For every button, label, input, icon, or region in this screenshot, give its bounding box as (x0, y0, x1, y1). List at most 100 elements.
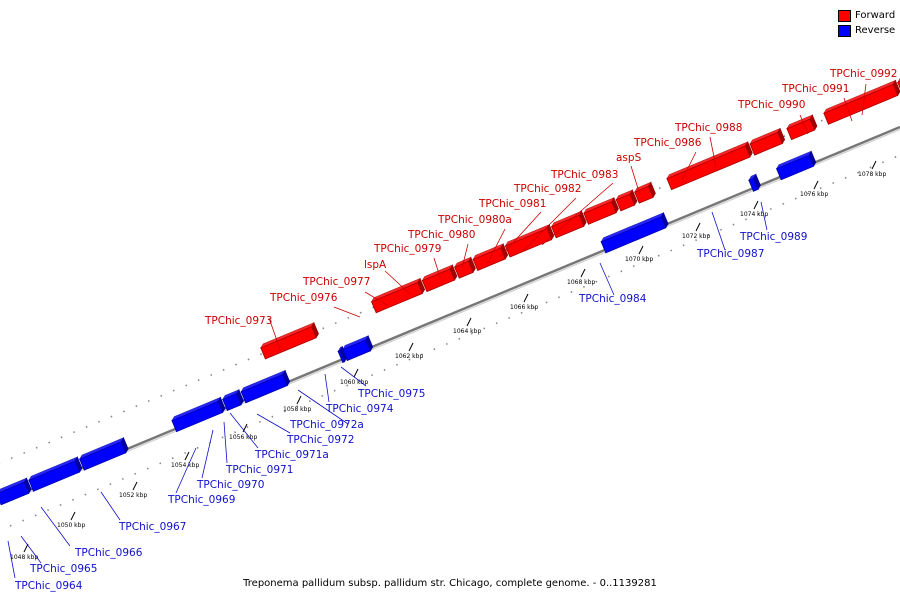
forward-gene-bar-end (745, 141, 753, 158)
gene-leader-tpchic-0988 (709, 136, 717, 168)
genome-axis-shadow (0, 128, 900, 506)
axis-tick-label: 1058 kbp (283, 406, 311, 413)
gene-leader-tpchic-0972a (297, 389, 349, 425)
gene-label-tpchic-0976: TPChic_0976 (269, 292, 338, 304)
gene-leader-tpchic-0975 (340, 366, 367, 387)
gene-label-tpchic-0990: TPChic_0990 (737, 99, 805, 111)
forward-guide-rail (0, 93, 887, 464)
forward-gene-bar (666, 145, 751, 191)
gene-label-tpchic-0971a: TPChic_0971a (254, 449, 329, 461)
reverse-gene-bar-end (339, 345, 348, 363)
gene-leader-tpchic-0965 (20, 535, 42, 564)
axis-tick-label: 1048 kbp (10, 554, 38, 561)
gene-leader-tpchic-0980 (461, 243, 469, 269)
gene-leader-tpchic-0977 (364, 291, 388, 306)
gene-label-tpchic-0984: TPChic_0984 (578, 293, 647, 305)
gene-label-tpchic-0989: TPChic_0989 (739, 231, 807, 243)
axis-tick (408, 342, 414, 352)
axis-tick-label: 1064 kbp (453, 328, 481, 335)
gene-label-tpchic-0977: TPChic_0977 (302, 276, 370, 288)
axis-tick (23, 543, 29, 553)
axis-tick-label: 1060 kbp (340, 379, 368, 386)
forward-gene-bar-end (892, 79, 900, 97)
genome-axis-line (0, 125, 900, 504)
axis-tick (296, 395, 302, 405)
gene-label-tpchic-0982: TPChic_0982 (513, 183, 581, 195)
axis-tick (523, 293, 529, 303)
gene-label-tpchic-0987: TPChic_0987 (696, 248, 764, 260)
forward-gene-bar-end (417, 277, 426, 295)
gene-leader-tpchic-0987 (711, 211, 726, 251)
gene-label-tpchic-0988: TPChic_0988 (674, 122, 742, 134)
gene-leader-tpchic-0981 (499, 211, 542, 258)
gene-label-tpchic-0979: TPChic_0979 (373, 243, 441, 255)
gene-label-asps: aspS (616, 152, 642, 164)
axis-tick (580, 268, 586, 278)
axis-tick-label: 1062 kbp (395, 353, 423, 360)
forward-gene-bar-end (611, 197, 619, 214)
gene-label-tpchic-0992: TPChic_0992 (829, 68, 897, 80)
axis-tick-label: 1052 kbp (119, 492, 147, 499)
gene-label-tpchic-0971: TPChic_0971 (225, 464, 293, 476)
axis-tick (466, 317, 472, 327)
axis-tick-label: 1056 kbp (229, 434, 257, 441)
forward-gene-bar-end (500, 243, 509, 260)
gene-leader-tpchic-0991 (843, 97, 853, 122)
gene-label-tpchic-0991: TPChic_0991 (781, 83, 849, 95)
axis-tick (638, 245, 644, 255)
gene-label-tpchic-0972: TPChic_0972 (286, 434, 354, 446)
gene-label-tpchic-0967: TPChic_0967 (118, 521, 186, 533)
gene-leader-asps (630, 165, 641, 196)
gene-label-tpchic-0980a: TPChic_0980a (437, 214, 512, 226)
gene-label-tpchic-0974: TPChic_0974 (325, 403, 394, 415)
gene-label-lspa: lspA (364, 259, 387, 271)
forward-gene-bar (897, 81, 900, 90)
gene-leader-tpchic-0971a (229, 412, 259, 449)
reverse-gene-bar-end (217, 396, 226, 414)
gene-label-tpchic-0966: TPChic_0966 (74, 547, 143, 559)
gene-leader-tpchic-0964 (7, 540, 16, 579)
gene-label-tpchic-0969: TPChic_0969 (167, 494, 235, 506)
gene-leader-tpchic-0980a (486, 228, 506, 265)
axis-tick (753, 200, 759, 210)
axis-tick-label: 1068 kbp (567, 279, 595, 286)
gene-leader-tpchic-0982 (521, 197, 577, 253)
reverse-guide-rail (9, 154, 900, 527)
reverse-gene-bar-end (236, 389, 244, 406)
gene-leader-tpchic-0984 (599, 262, 615, 296)
gene-leader-tpchic-0979 (433, 257, 441, 278)
legend-reverse-label: Reverse (855, 25, 896, 36)
axis-tick (184, 451, 190, 461)
gene-label-tpchic-0986: TPChic_0986 (633, 137, 702, 149)
reverse-gene-bar-end (808, 150, 817, 167)
axis-tick-label: 1078 kbp (858, 171, 886, 178)
reverse-gene-bar-end (753, 173, 761, 191)
axis-tick-label: 1066 kbp (510, 304, 538, 311)
gene-label-tpchic-0972a: TPChic_0972a (289, 419, 364, 431)
axis-tick (132, 481, 138, 491)
gene-leader-tpchic-0989 (760, 201, 768, 231)
gene-leader-tpchic-0967 (100, 491, 121, 521)
gene-leader-tpchic-0966 (40, 506, 71, 547)
gene-leader-tpchic-0974 (324, 373, 330, 403)
gene-leader-tpchic-0986 (681, 151, 697, 181)
gene-label-tpchic-0970: TPChic_0970 (196, 479, 264, 491)
reverse-gene-bar-end (74, 456, 83, 473)
forward-gene-bar-end (809, 114, 818, 131)
axis-tick-label: 1072 kbp (682, 233, 710, 240)
reverse-gene-bar-end (282, 369, 291, 387)
axis-tick-label: 1076 kbp (800, 191, 828, 198)
gene-leader-tpchic-0971 (223, 421, 228, 464)
gene-leader-tpchic-0969 (175, 447, 197, 494)
axis-tick-label: 1070 kbp (625, 256, 653, 263)
axis-tick (353, 368, 359, 378)
gene-leader-tpchic-0990 (799, 114, 809, 135)
forward-gene-bar-end (777, 127, 786, 145)
forward-gene-bar-end (311, 322, 319, 339)
gene-label-tpchic-0983: TPChic_0983 (550, 169, 618, 181)
reverse-gene-bar-end (120, 437, 129, 454)
gene-label-tpchic-0980: TPChic_0980 (407, 229, 475, 241)
gene-leader-tpchic-0983 (541, 182, 614, 246)
